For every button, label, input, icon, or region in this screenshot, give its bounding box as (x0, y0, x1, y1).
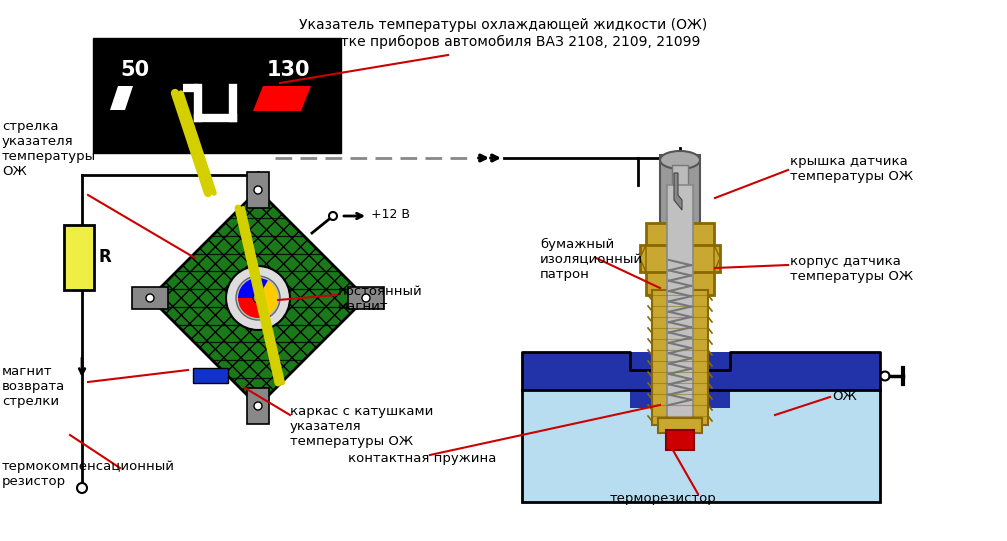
Text: термокомпенсационный
резистор: термокомпенсационный резистор (2, 460, 175, 488)
Bar (646, 223, 714, 295)
Text: Указатель температуры охлаждающей жидкости (ОЖ): Указатель температуры охлаждающей жидкос… (299, 18, 707, 32)
Circle shape (226, 266, 290, 330)
Text: контактная пружина: контактная пружина (348, 452, 496, 465)
Circle shape (254, 186, 262, 194)
Text: в щитке приборов автомобиля ВАЗ 2108, 2109, 21099: в щитке приборов автомобиля ВАЗ 2108, 21… (306, 35, 700, 49)
Polygon shape (150, 190, 366, 406)
Bar (193, 368, 228, 383)
Circle shape (362, 294, 370, 302)
Bar (672, 165, 688, 220)
Text: корпус датчика
температуры ОЖ: корпус датчика температуры ОЖ (790, 255, 913, 283)
Bar (247, 388, 269, 424)
Polygon shape (253, 86, 311, 111)
Bar (630, 390, 730, 408)
Bar (348, 287, 384, 309)
Bar (93, 38, 341, 153)
Bar (522, 390, 880, 502)
Circle shape (880, 372, 889, 380)
Polygon shape (640, 245, 646, 272)
Bar (658, 418, 702, 433)
Circle shape (253, 293, 263, 303)
Bar (640, 245, 720, 272)
Bar (666, 430, 694, 450)
Text: бумажный
изоляционный
патрон: бумажный изоляционный патрон (540, 238, 643, 281)
Bar (660, 155, 700, 225)
Text: 130: 130 (266, 60, 310, 80)
Text: R: R (98, 248, 111, 266)
Text: каркас с катушками
указателя
температуры ОЖ: каркас с катушками указателя температуры… (290, 405, 433, 448)
Bar (247, 172, 269, 208)
Bar (522, 390, 880, 502)
Circle shape (236, 276, 280, 320)
Bar (64, 225, 94, 290)
Bar (652, 290, 708, 425)
Text: ОЖ: ОЖ (832, 391, 857, 404)
Circle shape (77, 483, 87, 493)
Circle shape (329, 212, 337, 220)
Text: терморезистор: терморезистор (610, 492, 717, 505)
Text: 50: 50 (121, 60, 150, 80)
Polygon shape (674, 173, 682, 210)
Text: стрелка
указателя
температуры
ОЖ: стрелка указателя температуры ОЖ (2, 120, 96, 178)
Circle shape (146, 294, 154, 302)
Polygon shape (110, 86, 133, 110)
Circle shape (254, 402, 262, 410)
Wedge shape (258, 281, 278, 315)
Wedge shape (238, 278, 268, 298)
Bar (522, 352, 880, 390)
Text: +12 В: +12 В (371, 208, 410, 221)
Text: магнит
возврата
стрелки: магнит возврата стрелки (2, 365, 65, 408)
Bar (667, 185, 693, 430)
Text: крышка датчика
температуры ОЖ: крышка датчика температуры ОЖ (790, 155, 913, 183)
Ellipse shape (660, 151, 700, 169)
Polygon shape (714, 245, 720, 272)
Wedge shape (238, 298, 268, 318)
Text: постоянный
магнит: постоянный магнит (338, 285, 423, 313)
Bar (132, 287, 168, 309)
